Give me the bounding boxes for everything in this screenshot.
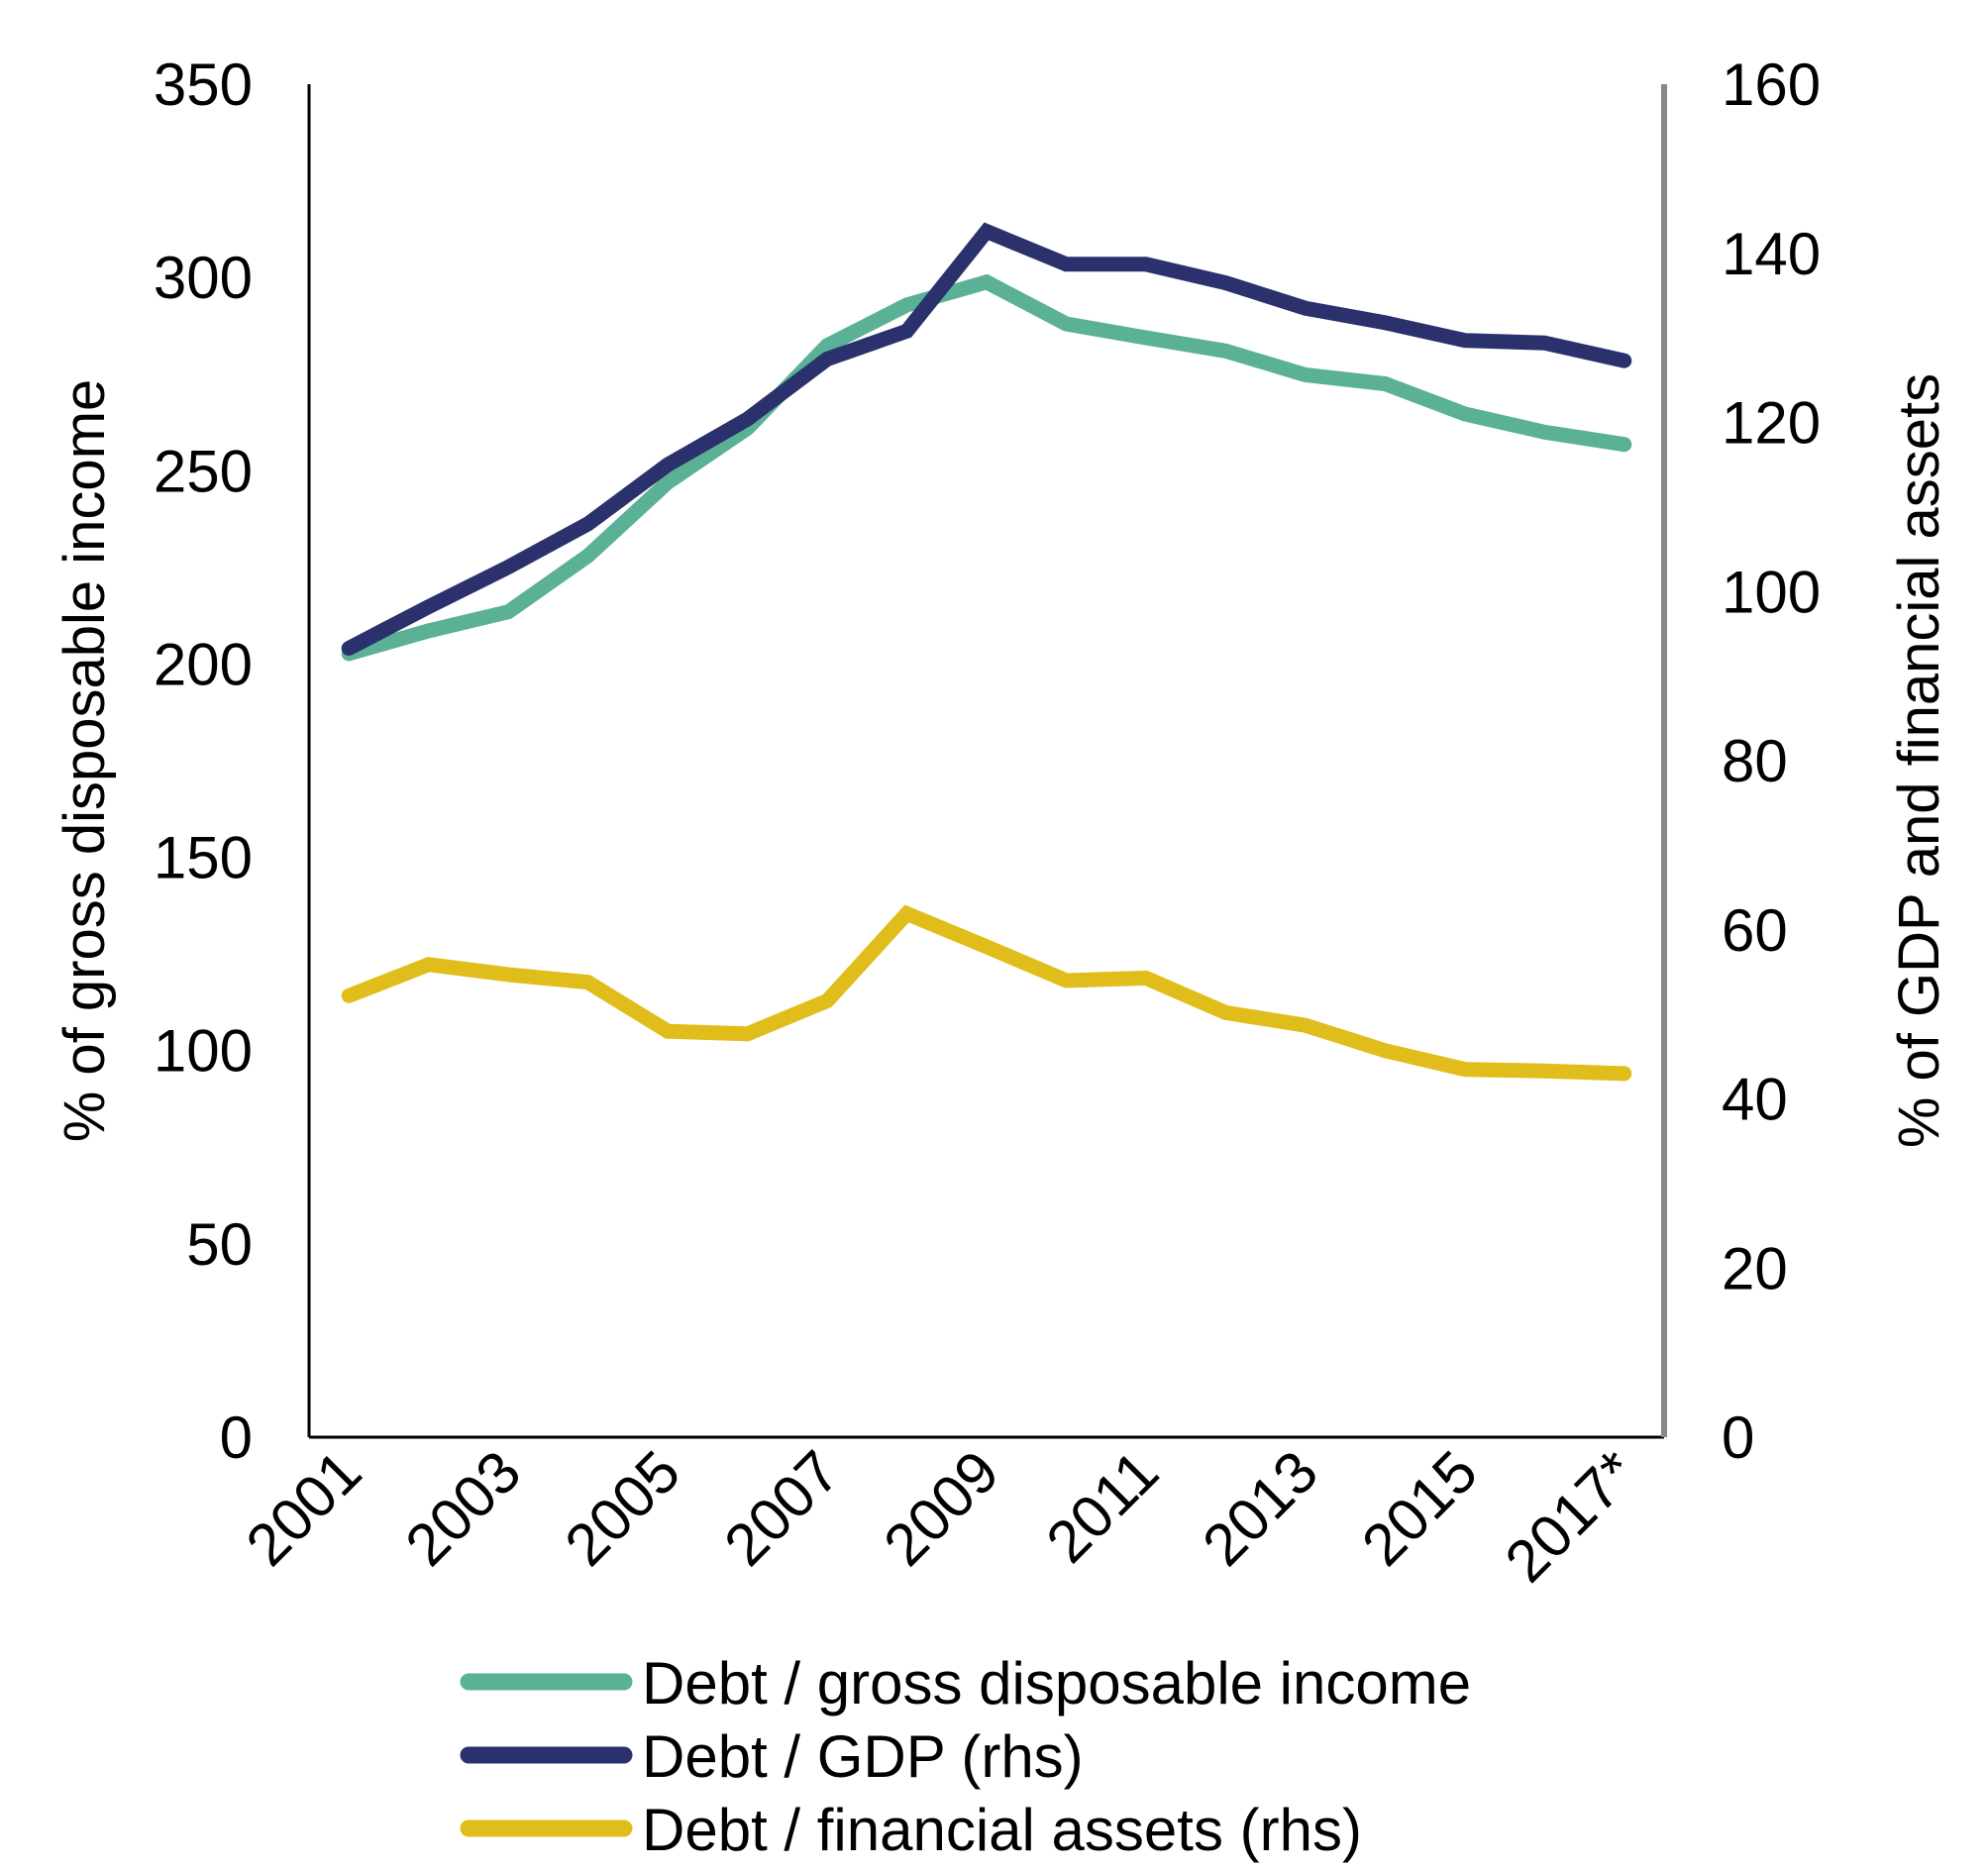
right-tick-label: 20 [1722,1235,1788,1301]
left-tick-label: 350 [154,52,253,118]
left-tick-label: 200 [154,631,253,697]
right-tick-label: 120 [1722,390,1821,457]
series-line-debt-financial-assets-rhs [341,904,1632,1082]
right-tick-label: 40 [1722,1067,1788,1133]
x-tick-label: 2001 [234,1438,374,1579]
right-tick-label: 100 [1722,559,1821,625]
left-axis-ticks: 0 50 100 150 200 250 300 350 [154,52,253,1471]
right-tick-label: 0 [1722,1404,1754,1471]
right-axis-title: % of GDP and financial assets [1887,373,1951,1148]
left-tick-label: 0 [220,1404,253,1471]
right-tick-label: 60 [1722,897,1788,964]
legend-label: Debt / gross disposable income [642,1650,1471,1716]
right-tick-label: 140 [1722,221,1821,287]
x-tick-label: 2005 [553,1438,693,1579]
right-tick-label: 160 [1722,52,1821,118]
left-tick-label: 250 [154,438,253,504]
right-axis-ticks: 0 20 40 60 80 100 120 140 160 [1722,52,1821,1471]
left-tick-label: 300 [154,245,253,311]
legend-label: Debt / GDP (rhs) [642,1723,1084,1790]
x-tick-label: 2013 [1190,1438,1330,1579]
left-tick-label: 50 [186,1211,253,1278]
x-tick-label: 2009 [871,1438,1011,1579]
left-tick-label: 150 [154,825,253,891]
series-layer [341,222,1632,1082]
left-tick-label: 100 [154,1018,253,1085]
legend: Debt / gross disposable income Debt / GDP… [460,1650,1471,1863]
x-axis-ticks: 2001 2003 2005 2007 2009 2011 2013 2015 2017* [234,1438,1649,1595]
x-tick-label: 2015 [1349,1438,1490,1579]
x-tick-label: 2003 [393,1438,534,1579]
left-axis-title: % of gross disposable income [52,379,117,1143]
x-tick-label: 2007 [711,1438,852,1579]
right-tick-label: 80 [1722,728,1788,794]
x-tick-label: 2011 [1034,1438,1172,1576]
x-tick-label: 2017* [1493,1438,1649,1595]
legend-label: Debt / financial assets (rhs) [642,1797,1362,1863]
